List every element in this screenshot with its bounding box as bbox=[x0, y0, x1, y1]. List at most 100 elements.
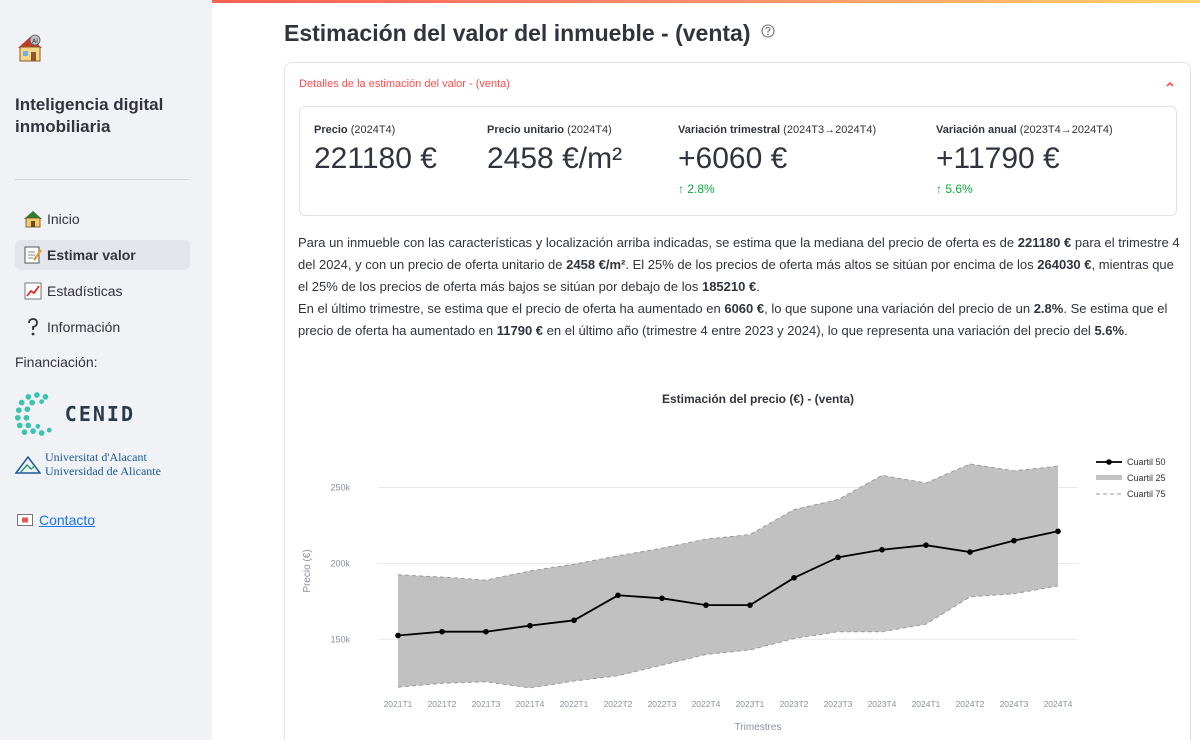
paragraph-2: En el último trimestre, se estima que el… bbox=[298, 298, 1183, 342]
house-robot-icon: AI bbox=[16, 33, 44, 63]
legend-swatch-cuartil-25 bbox=[1096, 475, 1122, 480]
nav-item-estimar-valor[interactable]: Estimar valor bbox=[15, 240, 190, 270]
contact-link[interactable]: Contacto bbox=[39, 512, 96, 528]
metric-label: Variación trimestral bbox=[678, 124, 781, 136]
x-tick-label: 2023T2 bbox=[780, 699, 809, 709]
interquartile-band bbox=[398, 464, 1058, 688]
text-strong: 185210 € bbox=[701, 279, 757, 294]
x-tick-label: 2022T3 bbox=[648, 699, 677, 709]
y-tick-label: 200k bbox=[330, 558, 350, 568]
data-point bbox=[659, 595, 665, 602]
arrow-up-icon: ↑ bbox=[678, 182, 684, 196]
nav-label-informacion: Información bbox=[47, 319, 121, 335]
metric-sub: (2024T4) bbox=[567, 124, 612, 136]
chevron-up-icon[interactable] bbox=[1164, 77, 1176, 89]
metrics-card: Precio (2024T4) 221180 € Precio unitario… bbox=[299, 106, 1177, 216]
x-tick-label: 2021T4 bbox=[516, 699, 545, 709]
metric-delta-value: 2.8% bbox=[687, 182, 715, 196]
metric-value: 2458 €/m² bbox=[487, 142, 623, 175]
data-point bbox=[527, 622, 533, 629]
x-tick-label: 2024T2 bbox=[956, 699, 985, 709]
cenid-logo: CENID bbox=[15, 389, 135, 439]
ua-mark-icon bbox=[15, 455, 41, 474]
data-point bbox=[615, 592, 621, 599]
price-chart: Estimación del precio (€) - (venta) 150k 2… bbox=[296, 382, 1186, 740]
expander-header[interactable]: Detalles de la estimación del valor - (v… bbox=[285, 63, 1190, 103]
help-circle-icon[interactable] bbox=[761, 24, 775, 38]
text: en el último año (trimestre 4 entre 2023… bbox=[543, 323, 1095, 338]
metric-label: Precio unitario bbox=[487, 124, 565, 136]
nav-label-estimar-valor: Estimar valor bbox=[47, 247, 136, 263]
house-icon bbox=[23, 209, 43, 229]
data-point bbox=[439, 628, 445, 635]
memo-icon bbox=[23, 245, 43, 265]
chart-title: Estimación del precio (€) - (venta) bbox=[662, 392, 854, 406]
metric-value: 221180 € bbox=[314, 142, 437, 175]
sidebar-nav: Inicio Estimar valor Estadísticas Inform… bbox=[15, 204, 190, 348]
text: . bbox=[1124, 323, 1128, 338]
series-line-cuartil-75 bbox=[397, 463, 1059, 581]
x-tick-label: 2024T4 bbox=[1044, 699, 1073, 709]
metric-sub: (2024T3→2024T4) bbox=[783, 124, 877, 136]
text: Para un inmueble con las características… bbox=[298, 235, 1018, 250]
metric-delta-value: 5.6% bbox=[945, 182, 973, 196]
data-point bbox=[1055, 528, 1061, 535]
text-strong: 6060 € bbox=[724, 301, 765, 316]
data-point bbox=[703, 602, 709, 608]
ua-name-spanish: Universidad de Alicante bbox=[45, 464, 161, 478]
metric-delta: ↑ 2.8% bbox=[678, 182, 876, 196]
ua-name-valencian: Universitat d'Alacant bbox=[45, 450, 147, 464]
data-point bbox=[395, 632, 401, 639]
sidebar: AI Inteligencia digital inmobiliaria Ini… bbox=[0, 0, 212, 740]
text: . El 25% de los precios de oferta más al… bbox=[625, 257, 1038, 272]
paragraph-1: Para un inmueble con las características… bbox=[298, 232, 1183, 298]
x-tick-label: 2021T1 bbox=[384, 699, 413, 709]
x-tick-label: 2023T3 bbox=[824, 699, 853, 709]
x-tick-label: 2023T1 bbox=[736, 699, 765, 709]
data-point bbox=[747, 602, 753, 608]
series-line-cuartil-25 bbox=[397, 585, 1059, 689]
cenid-mark-icon bbox=[15, 392, 52, 436]
data-point bbox=[1011, 537, 1017, 544]
x-tick-label: 2022T2 bbox=[604, 699, 633, 709]
legend-label-cuartil-50: Cuartil 50 bbox=[1127, 457, 1166, 467]
question-icon bbox=[23, 317, 43, 337]
nav-item-informacion[interactable]: Información bbox=[15, 312, 190, 342]
text: En el último trimestre, se estima que el… bbox=[298, 301, 725, 316]
legend-marker-cuartil-50 bbox=[1106, 459, 1112, 465]
x-tick-label: 2024T1 bbox=[912, 699, 941, 709]
nav-item-inicio[interactable]: Inicio bbox=[15, 204, 190, 234]
x-tick-label: 2022T1 bbox=[560, 699, 589, 709]
data-point bbox=[791, 575, 797, 581]
metric-value: +6060 € bbox=[678, 142, 788, 175]
expander-title: Detalles de la estimación del valor - (v… bbox=[299, 78, 510, 90]
series-line-cuartil-50 bbox=[397, 530, 1059, 637]
metric-precio: Precio (2024T4) 221180 € bbox=[314, 124, 437, 176]
text: , lo que supone una variación del precio… bbox=[764, 301, 1034, 316]
chart-icon bbox=[23, 281, 43, 301]
sidebar-divider bbox=[15, 179, 190, 180]
svg-text:AI: AI bbox=[32, 38, 38, 45]
financing-label: Financiación: bbox=[15, 354, 98, 370]
data-point bbox=[923, 542, 929, 548]
nav-item-estadisticas[interactable]: Estadísticas bbox=[15, 276, 190, 306]
metric-value: +11790 € bbox=[936, 142, 1060, 175]
text: . Se estima que el precio de oferta ha a… bbox=[298, 301, 1168, 338]
top-accent-bar bbox=[0, 0, 1200, 3]
price-chart-svg: Estimación del precio (€) - (venta) 150k 2… bbox=[302, 392, 1166, 733]
y-tick-label: 150k bbox=[330, 634, 350, 644]
x-tick-label: 2022T4 bbox=[692, 699, 721, 709]
cenid-text: CENID bbox=[64, 402, 135, 426]
text: para el trimestre 4 del 2024, y con un p… bbox=[298, 235, 1180, 272]
text-strong: 2458 €/m² bbox=[566, 257, 626, 272]
mail-icon bbox=[17, 514, 33, 526]
estimation-description: Para un inmueble con las características… bbox=[298, 232, 1183, 342]
legend-label-cuartil-75: Cuartil 75 bbox=[1127, 489, 1166, 499]
metric-variacion-trimestral: Variación trimestral (2024T3→2024T4) +60… bbox=[678, 124, 876, 196]
brand-title: Inteligencia digital inmobiliaria bbox=[15, 95, 164, 136]
x-tick-label: 2021T3 bbox=[472, 699, 501, 709]
x-tick-label: 2023T4 bbox=[868, 699, 897, 709]
page-title: Estimación del valor del inmueble - (ven… bbox=[284, 20, 751, 46]
metric-delta: ↑ 5.6% bbox=[936, 182, 1113, 196]
metric-label: Precio bbox=[314, 124, 348, 136]
